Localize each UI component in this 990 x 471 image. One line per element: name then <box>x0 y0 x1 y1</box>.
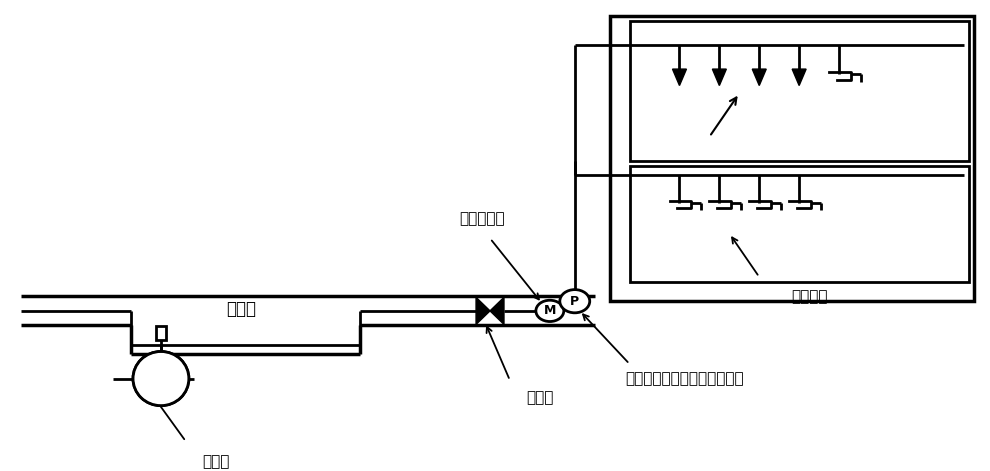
Text: 増圧給水装置（ブースター）: 増圧給水装置（ブースター） <box>625 371 743 386</box>
Text: 水道メータ: 水道メータ <box>459 211 505 226</box>
Ellipse shape <box>559 290 590 313</box>
Polygon shape <box>672 69 686 86</box>
Bar <box>156 326 166 340</box>
Text: 給水栓等: 給水栓等 <box>791 290 828 305</box>
Ellipse shape <box>536 300 564 322</box>
Bar <box>630 166 968 282</box>
Polygon shape <box>490 297 504 325</box>
Polygon shape <box>792 69 806 86</box>
Text: 止水栓: 止水栓 <box>527 390 553 405</box>
Polygon shape <box>752 69 766 86</box>
Polygon shape <box>476 297 490 325</box>
Text: 道　路: 道 路 <box>226 300 255 318</box>
Text: P: P <box>570 295 579 308</box>
Text: M: M <box>544 304 556 317</box>
Text: 配水管: 配水管 <box>202 454 230 469</box>
Polygon shape <box>713 69 727 86</box>
Circle shape <box>133 351 189 406</box>
Circle shape <box>134 352 188 405</box>
Bar <box>610 16 973 301</box>
Bar <box>630 21 968 161</box>
